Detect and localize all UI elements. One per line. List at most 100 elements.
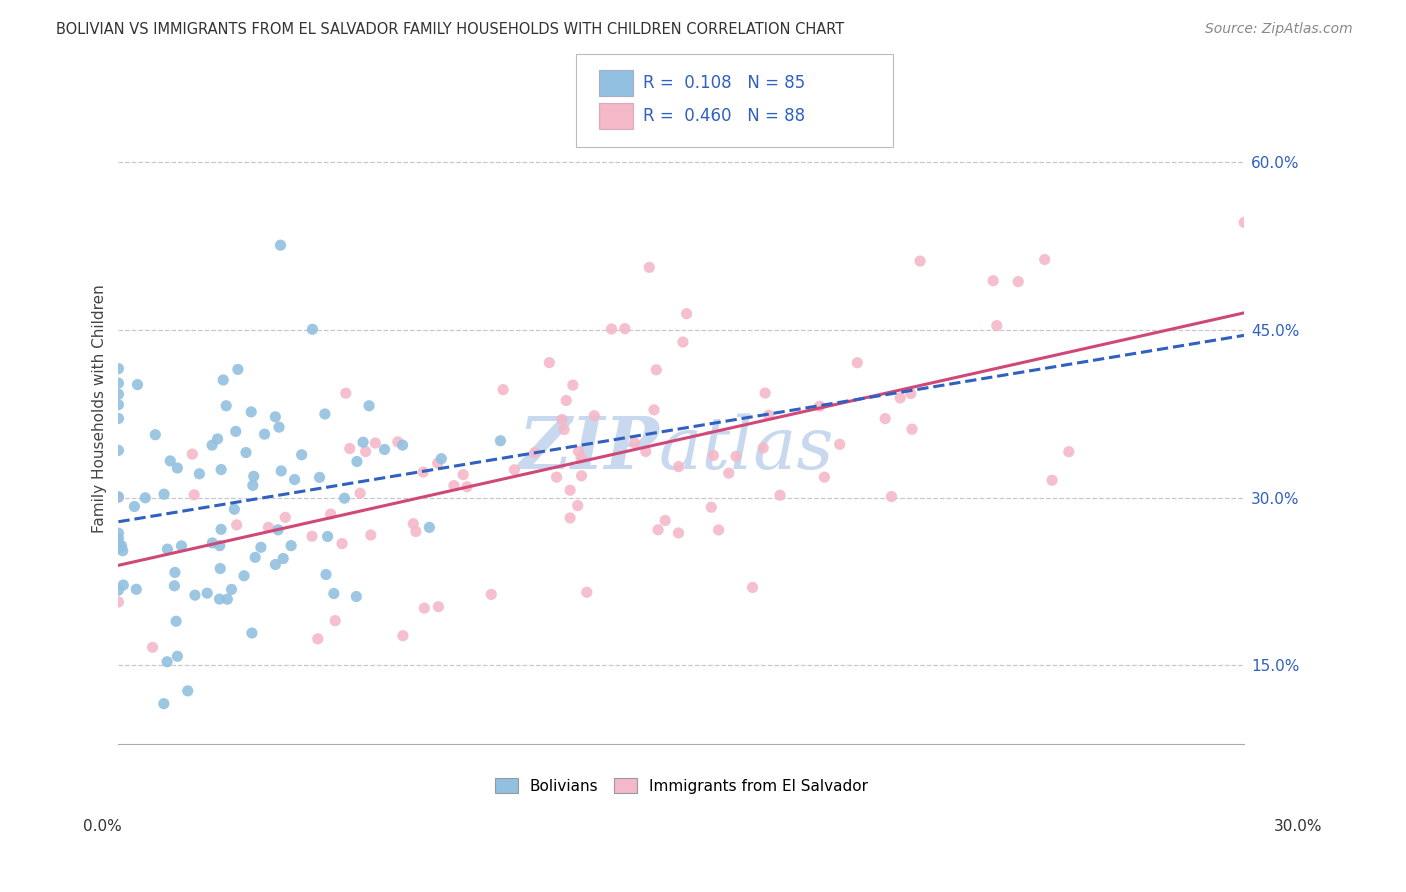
Point: [523, 445, 546, 459]
Point: [561, 378, 583, 392]
Text: R =  0.460   N = 88: R = 0.460 N = 88: [643, 107, 804, 125]
Point: [875, 411, 897, 425]
Point: [291, 448, 314, 462]
Point: [364, 436, 387, 450]
Point: [638, 260, 661, 275]
Point: [240, 405, 263, 419]
Point: [600, 322, 623, 336]
Point: [110, 539, 132, 553]
Point: [264, 409, 287, 424]
Point: [107, 387, 129, 401]
Point: [314, 407, 336, 421]
Text: Source: ZipAtlas.com: Source: ZipAtlas.com: [1205, 22, 1353, 37]
Point: [143, 427, 166, 442]
Text: 30.0%: 30.0%: [1274, 820, 1322, 834]
Point: [360, 528, 382, 542]
Point: [846, 356, 869, 370]
Point: [242, 478, 264, 492]
Point: [357, 399, 380, 413]
Point: [221, 582, 243, 597]
Point: [308, 470, 330, 484]
Point: [322, 586, 344, 600]
Point: [354, 444, 377, 458]
Point: [373, 442, 395, 457]
Point: [986, 318, 1008, 333]
Point: [443, 478, 465, 492]
Point: [270, 464, 292, 478]
Point: [156, 655, 179, 669]
Point: [546, 470, 568, 484]
Text: BOLIVIAN VS IMMIGRANTS FROM EL SALVADOR FAMILY HOUSEHOLDS WITH CHILDREN CORRELAT: BOLIVIAN VS IMMIGRANTS FROM EL SALVADOR …: [56, 22, 845, 37]
Point: [245, 550, 267, 565]
Point: [267, 420, 290, 434]
Point: [702, 449, 724, 463]
Point: [808, 399, 831, 413]
Point: [284, 473, 307, 487]
Point: [107, 595, 129, 609]
Point: [413, 601, 436, 615]
Point: [405, 524, 427, 539]
Point: [315, 567, 337, 582]
Text: R =  0.108   N = 85: R = 0.108 N = 85: [643, 74, 804, 92]
Point: [754, 386, 776, 401]
Point: [427, 599, 450, 614]
Point: [758, 409, 780, 423]
Point: [583, 409, 606, 423]
Point: [571, 468, 593, 483]
Point: [889, 391, 911, 405]
Point: [707, 523, 730, 537]
Point: [107, 490, 129, 504]
Point: [257, 520, 280, 534]
Point: [741, 581, 763, 595]
Point: [170, 539, 193, 553]
Point: [908, 254, 931, 268]
Point: [107, 361, 129, 376]
Point: [700, 500, 723, 515]
Point: [125, 582, 148, 597]
Point: [346, 454, 368, 468]
Point: [165, 614, 187, 628]
Point: [553, 423, 575, 437]
Point: [153, 697, 176, 711]
Point: [159, 454, 181, 468]
Point: [307, 632, 329, 646]
Point: [901, 422, 924, 436]
Point: [209, 462, 232, 476]
Point: [623, 435, 645, 450]
Point: [107, 532, 129, 546]
Point: [668, 459, 690, 474]
Point: [142, 640, 165, 655]
Point: [402, 516, 425, 531]
Point: [392, 629, 415, 643]
Point: [253, 427, 276, 442]
Point: [981, 274, 1004, 288]
Point: [301, 529, 323, 543]
Point: [569, 450, 592, 465]
Point: [613, 321, 636, 335]
Point: [316, 529, 339, 543]
Point: [1033, 252, 1056, 267]
Point: [274, 510, 297, 524]
Point: [643, 402, 665, 417]
Point: [242, 469, 264, 483]
Point: [1057, 444, 1080, 458]
Point: [567, 499, 589, 513]
Point: [240, 626, 263, 640]
Point: [352, 435, 374, 450]
Point: [339, 442, 361, 456]
Point: [430, 451, 453, 466]
Point: [654, 513, 676, 527]
Point: [224, 502, 246, 516]
Point: [107, 541, 129, 556]
Point: [217, 592, 239, 607]
Point: [166, 461, 188, 475]
Point: [479, 587, 502, 601]
Point: [209, 522, 232, 536]
Point: [752, 441, 775, 455]
Point: [717, 466, 740, 480]
Point: [233, 568, 256, 582]
Point: [387, 434, 409, 449]
Legend: Bolivians, Immigrants from El Salvador: Bolivians, Immigrants from El Salvador: [489, 772, 875, 799]
Point: [492, 383, 515, 397]
Point: [163, 566, 186, 580]
